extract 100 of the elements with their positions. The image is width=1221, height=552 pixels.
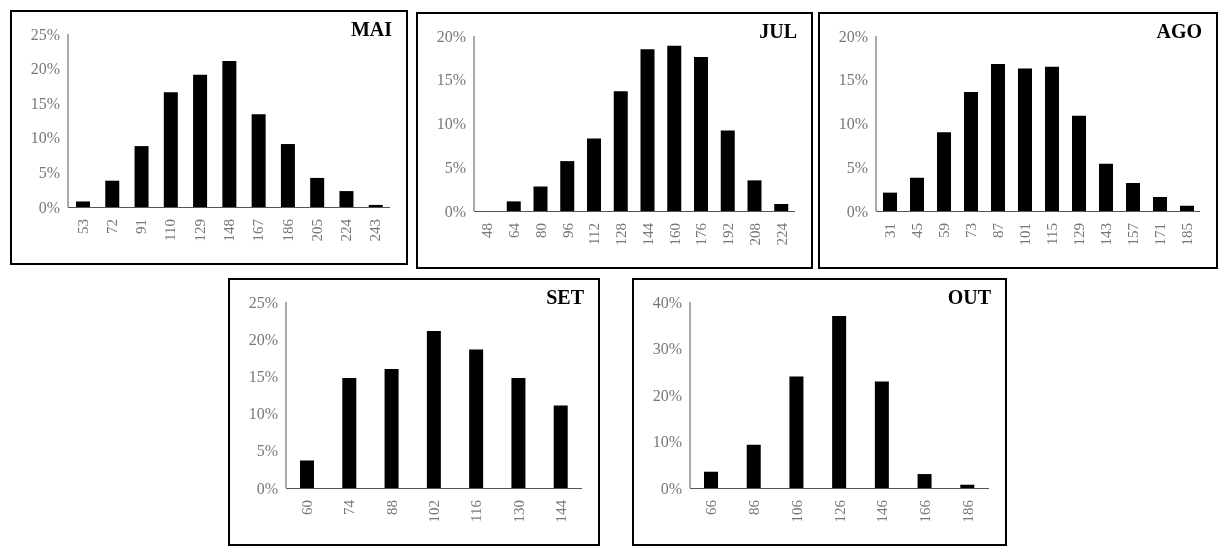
x-tick-label: 80 bbox=[532, 223, 549, 238]
bar bbox=[1153, 197, 1167, 211]
bar bbox=[1180, 205, 1194, 211]
y-tick-label: 0% bbox=[444, 202, 466, 220]
bar bbox=[134, 146, 149, 207]
bar bbox=[910, 177, 924, 211]
x-tick-label: 101 bbox=[1016, 223, 1033, 246]
y-tick-label: 5% bbox=[444, 158, 466, 176]
x-tick-label: 91 bbox=[133, 219, 150, 234]
bar bbox=[193, 74, 208, 207]
y-tick-label: 10% bbox=[652, 433, 682, 451]
bar bbox=[76, 201, 90, 207]
x-tick-label: 205 bbox=[308, 219, 325, 242]
y-tick-label: 10% bbox=[30, 129, 60, 147]
y-tick-label: 15% bbox=[838, 71, 868, 89]
y-tick-label: 20% bbox=[248, 330, 278, 348]
y-tick-label: 10% bbox=[436, 115, 466, 133]
bar bbox=[720, 130, 735, 211]
bar bbox=[533, 186, 548, 211]
x-tick-label: 243 bbox=[367, 219, 384, 242]
y-tick-label: 5% bbox=[256, 442, 278, 460]
bar bbox=[1099, 163, 1113, 211]
x-tick-label: 116 bbox=[468, 499, 485, 522]
y-tick-label: 25% bbox=[248, 293, 278, 311]
x-tick-label: 167 bbox=[250, 218, 267, 242]
x-tick-label: 72 bbox=[103, 219, 120, 234]
chart-title: SET bbox=[546, 286, 584, 309]
bar bbox=[694, 57, 708, 211]
y-tick-label: 5% bbox=[846, 158, 868, 176]
chart-title: OUT bbox=[947, 286, 991, 309]
bar bbox=[310, 177, 325, 207]
x-tick-label: 60 bbox=[299, 500, 316, 515]
x-tick-label: 126 bbox=[831, 499, 848, 523]
bar bbox=[960, 484, 975, 488]
y-tick-label: 20% bbox=[436, 27, 466, 45]
bar bbox=[560, 161, 575, 211]
bar bbox=[937, 132, 951, 211]
y-tick-label: 15% bbox=[248, 368, 278, 386]
bar bbox=[280, 144, 295, 207]
x-tick-label: 192 bbox=[720, 223, 737, 246]
bar bbox=[426, 331, 441, 488]
x-tick-label: 224 bbox=[338, 218, 355, 242]
y-tick-label: 15% bbox=[30, 94, 60, 112]
bar bbox=[883, 192, 897, 211]
bar bbox=[1018, 68, 1032, 211]
x-tick-label: 144 bbox=[639, 222, 656, 246]
bar bbox=[640, 49, 655, 211]
bar bbox=[1072, 115, 1086, 211]
chart-title: MAI bbox=[350, 18, 392, 41]
x-tick-label: 106 bbox=[788, 499, 805, 523]
bar bbox=[964, 92, 978, 211]
bar bbox=[746, 444, 761, 488]
x-tick-label: 73 bbox=[962, 223, 979, 238]
chart-title: JUL bbox=[759, 20, 797, 43]
bar bbox=[832, 315, 847, 488]
bar bbox=[105, 180, 120, 207]
y-tick-label: 30% bbox=[652, 340, 682, 358]
x-tick-label: 45 bbox=[908, 223, 925, 238]
y-tick-label: 0% bbox=[38, 198, 60, 216]
y-tick-label: 5% bbox=[38, 164, 60, 182]
chart-title: AGO bbox=[1156, 20, 1202, 43]
x-tick-label: 102 bbox=[426, 500, 442, 523]
x-tick-label: 157 bbox=[1124, 222, 1141, 246]
x-tick-label: 185 bbox=[1178, 223, 1195, 246]
x-tick-label: 48 bbox=[479, 223, 496, 238]
bar bbox=[222, 60, 237, 207]
bar bbox=[384, 368, 399, 488]
x-tick-label: 87 bbox=[989, 222, 1006, 238]
x-tick-label: 66 bbox=[703, 499, 720, 515]
y-tick-label: 40% bbox=[652, 293, 682, 311]
bar bbox=[368, 204, 383, 207]
bar bbox=[917, 474, 932, 488]
bar bbox=[342, 377, 357, 488]
bar bbox=[587, 138, 601, 211]
x-tick-label: 59 bbox=[935, 223, 952, 238]
bar bbox=[991, 64, 1005, 211]
bar bbox=[874, 381, 889, 488]
x-tick-label: 129 bbox=[1070, 223, 1087, 246]
x-tick-label: 143 bbox=[1097, 223, 1114, 246]
x-tick-label: 64 bbox=[506, 222, 523, 238]
x-tick-label: 130 bbox=[510, 500, 527, 523]
bar bbox=[667, 45, 682, 211]
bar bbox=[553, 405, 568, 488]
bar bbox=[1045, 66, 1059, 211]
x-tick-label: 208 bbox=[746, 223, 763, 246]
bar bbox=[704, 471, 718, 488]
y-tick-label: 20% bbox=[838, 27, 868, 45]
x-tick-label: 112 bbox=[586, 223, 603, 245]
x-tick-label: 224 bbox=[773, 222, 790, 246]
y-tick-label: 0% bbox=[256, 479, 278, 497]
bar bbox=[300, 460, 314, 488]
y-tick-label: 20% bbox=[30, 60, 60, 78]
x-tick-label: 128 bbox=[613, 223, 630, 246]
x-tick-label: 115 bbox=[1043, 223, 1060, 245]
bar bbox=[339, 191, 354, 207]
x-tick-label: 171 bbox=[1151, 223, 1168, 246]
y-tick-label: 0% bbox=[660, 479, 682, 497]
x-tick-label: 86 bbox=[746, 499, 763, 515]
x-tick-label: 176 bbox=[693, 222, 710, 246]
bar bbox=[789, 376, 804, 488]
